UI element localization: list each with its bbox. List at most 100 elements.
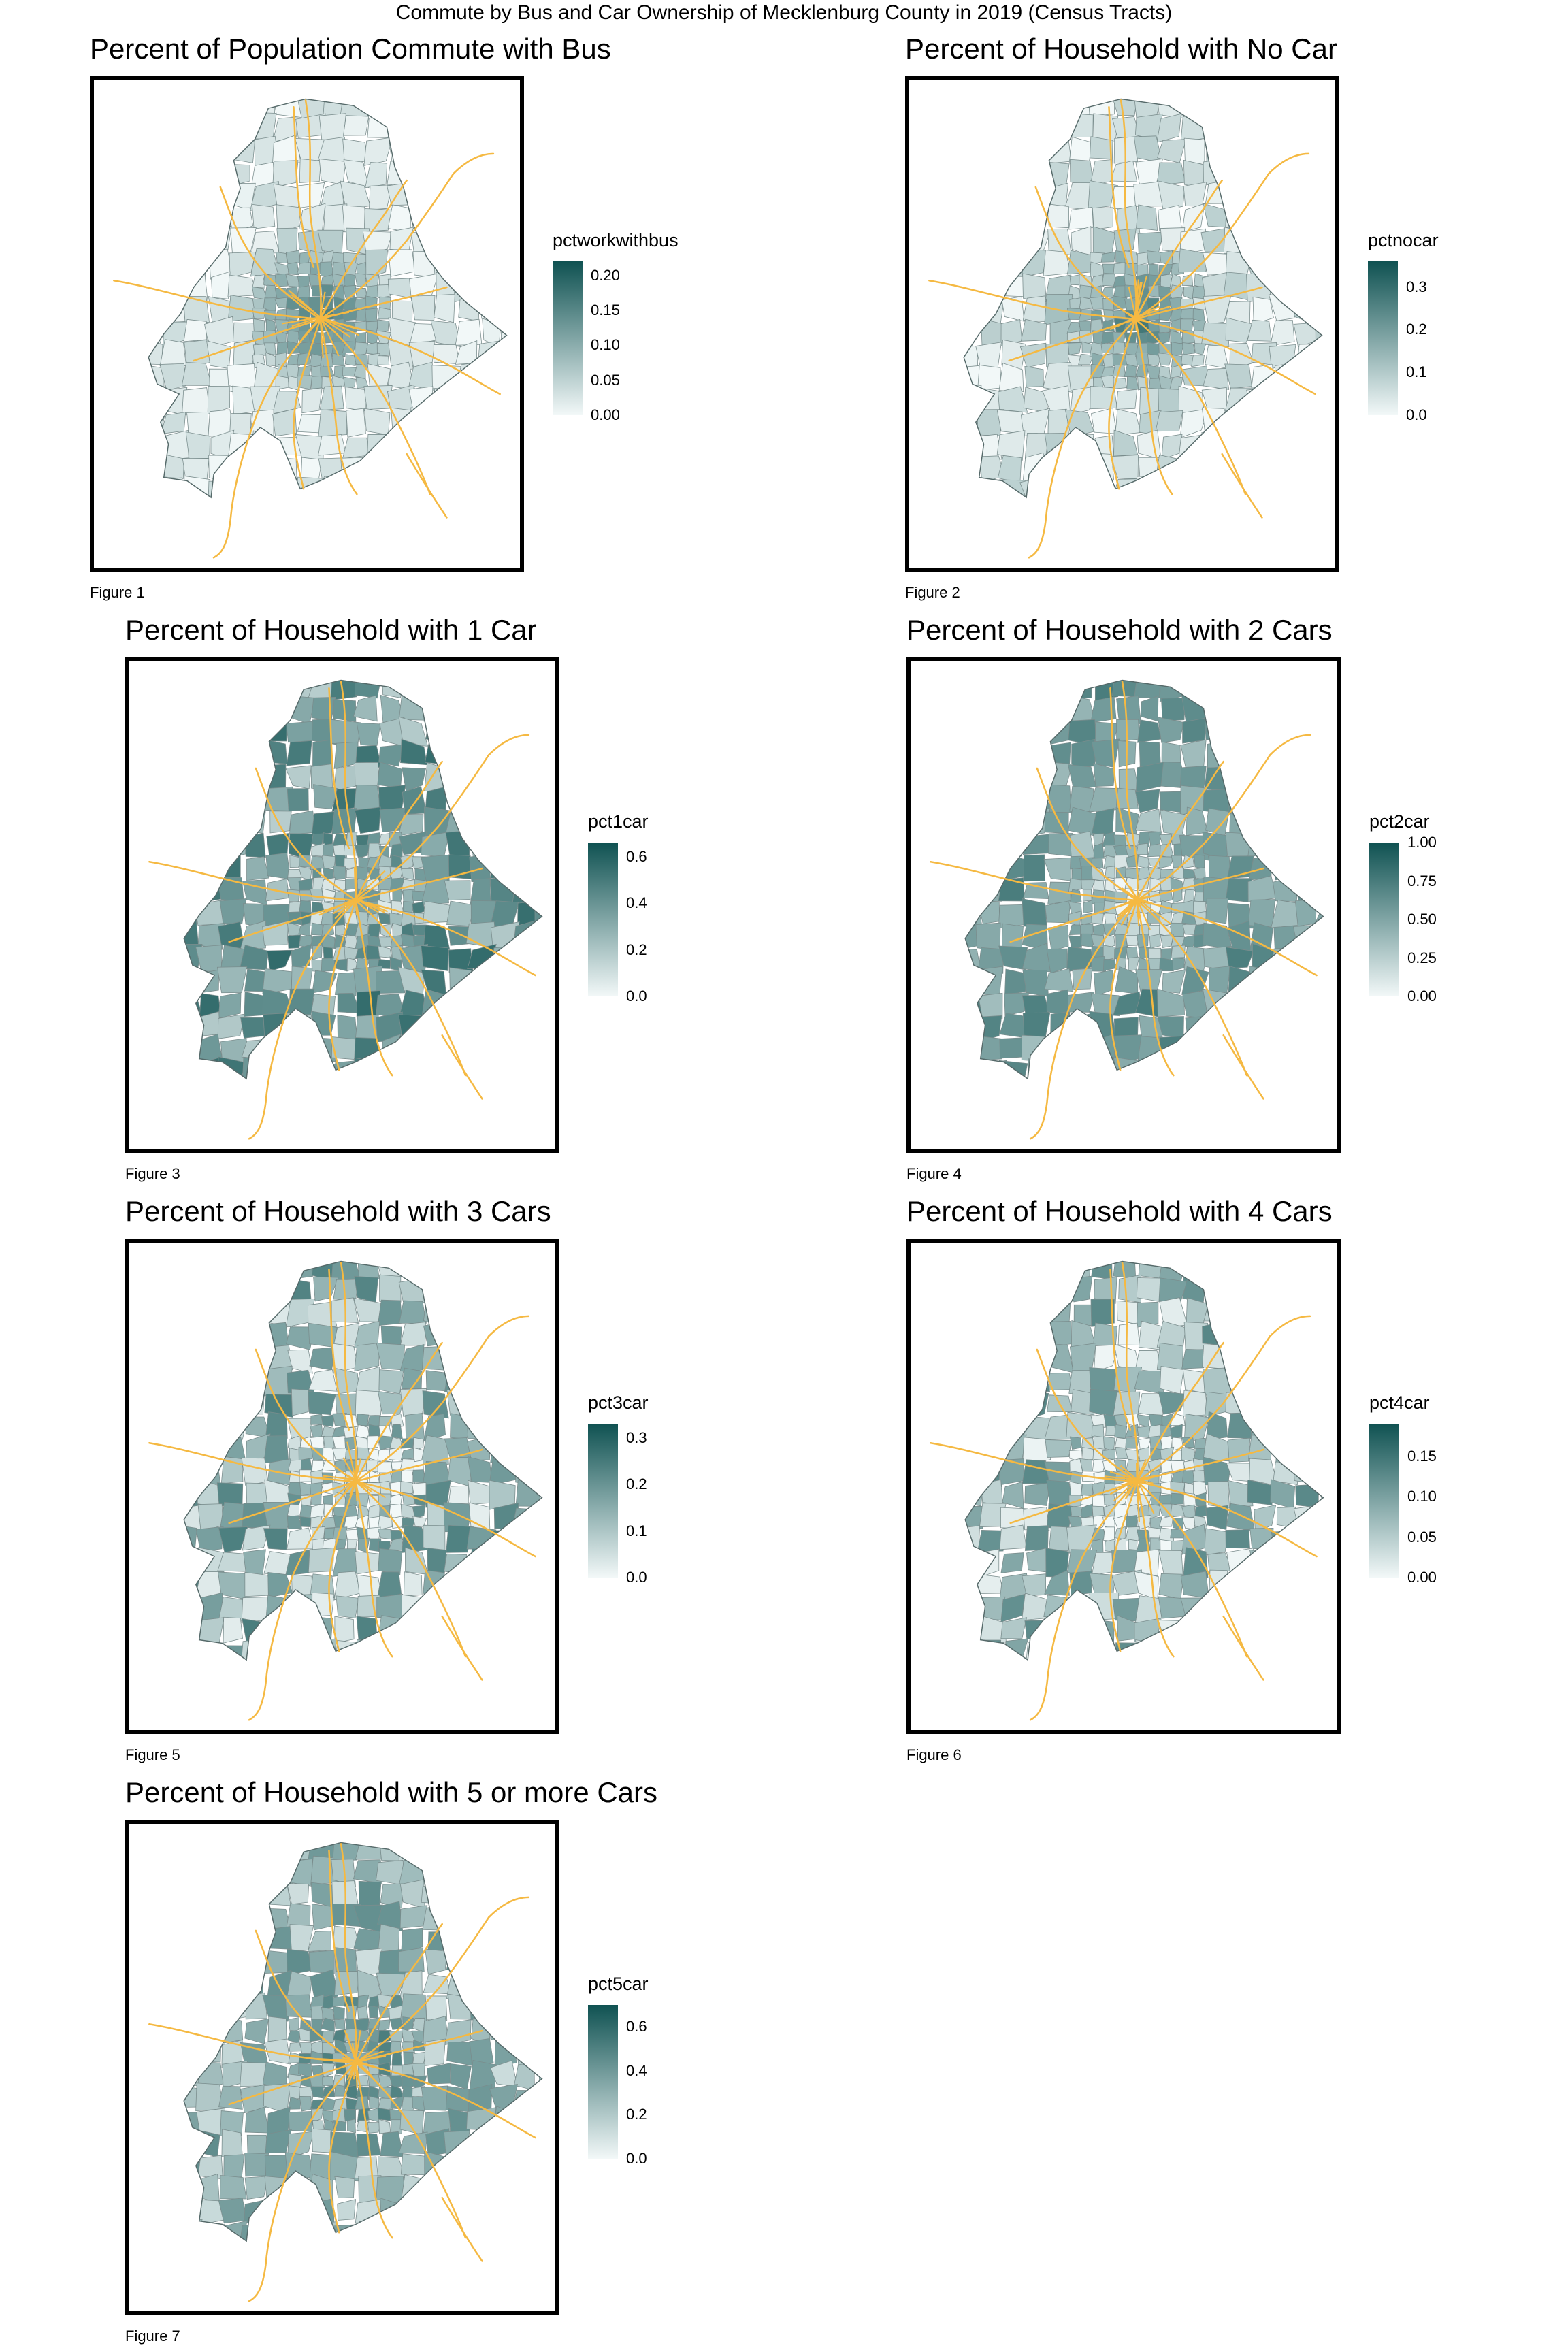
census-tract [288,376,300,391]
census-tract [1203,1261,1232,1281]
legend-tick-mark [1399,996,1405,997]
legend-tick-label: 0.1 [1406,363,1427,381]
census-tract [1292,160,1318,186]
census-tract [467,995,493,1016]
census-tract [1115,408,1141,436]
census-tract [388,249,416,277]
census-tract [388,1537,404,1551]
road-line [319,318,431,495]
census-tract [1270,1638,1298,1661]
census-tract [1295,969,1320,993]
census-tract [363,208,393,232]
census-tract [1137,1301,1159,1328]
census-tract [199,1857,223,1886]
census-tract [331,1859,356,1887]
census-tract [1066,1275,1093,1303]
census-tract [1134,789,1160,813]
census-tract [491,1261,519,1280]
census-tract [333,1279,359,1301]
census-tract [285,1616,314,1642]
census-tract [309,2198,335,2226]
census-tract [1042,161,1070,188]
census-tract [148,322,166,344]
census-tract [501,317,507,347]
census-tract [511,966,540,996]
census-tract [1081,865,1093,882]
census-tract [540,1457,542,1486]
census-tract [1043,857,1073,881]
census-tract [331,1036,360,1060]
census-tract [1296,1414,1319,1441]
county-outline [963,98,1323,499]
census-tract [240,1300,270,1326]
census-tract [266,2106,291,2134]
census-tract [184,1902,201,1931]
road-line [293,318,321,490]
census-tract [1269,1549,1300,1575]
legend-tick-label: 0.2 [626,2106,647,2123]
road-line [212,318,321,559]
census-tract [1179,99,1208,117]
census-tract [964,385,982,414]
census-tract [1026,694,1049,721]
census-tract [978,992,1003,1019]
census-tract [323,1436,335,1450]
census-tract [1181,966,1209,995]
census-tract [1116,719,1140,742]
census-tract [1134,1371,1164,1395]
census-tract [399,1300,427,1324]
census-tract [423,1300,451,1328]
census-tract [1137,719,1162,743]
road-line [1113,1479,1138,1501]
census-tract [491,1415,519,1441]
census-tract [1296,680,1320,700]
census-tract [1316,762,1324,790]
census-tract [336,1595,359,1618]
census-tract [535,1572,542,1598]
census-tract [1067,1058,1096,1079]
legend-tick-mark [618,1530,623,1532]
census-tract [421,1061,451,1079]
census-tract [287,1515,302,1529]
census-tract [184,1842,200,1859]
census-tract [1247,899,1275,928]
census-tract [454,248,478,274]
census-tract [1020,225,1051,254]
census-tract [1000,1366,1027,1392]
census-tract [318,476,348,498]
census-tract [472,1277,491,1304]
census-tract [376,284,391,299]
census-tract [469,1036,493,1064]
census-tract [1090,407,1117,434]
census-tract [1228,739,1255,770]
census-tract [310,1503,325,1518]
census-tract [977,744,1006,768]
census-tract [513,2132,541,2154]
census-tract [311,1011,336,1036]
census-tract [1194,343,1207,355]
census-tract [1072,968,1093,990]
census-tract [197,1388,220,1418]
census-tract [514,990,542,1019]
census-tract [515,740,539,765]
census-tract [1021,717,1052,747]
road-line [148,2023,357,2064]
census-tract [365,162,388,189]
census-tract [265,1857,293,1887]
census-tract [263,1261,289,1284]
census-tract [264,284,278,299]
census-tract [267,2198,291,2225]
road-line [1136,898,1151,930]
census-tract [330,680,357,701]
census-tract [979,1343,1007,1373]
road-line [353,866,357,899]
road-line [355,1923,443,2064]
road-line [1137,894,1159,900]
census-tract [1274,135,1292,162]
census-tract [978,1303,1007,1324]
census-tract [279,478,301,498]
census-tract [996,163,1026,189]
census-tract [319,385,344,411]
census-tract [409,407,440,436]
census-tract [1068,478,1092,498]
